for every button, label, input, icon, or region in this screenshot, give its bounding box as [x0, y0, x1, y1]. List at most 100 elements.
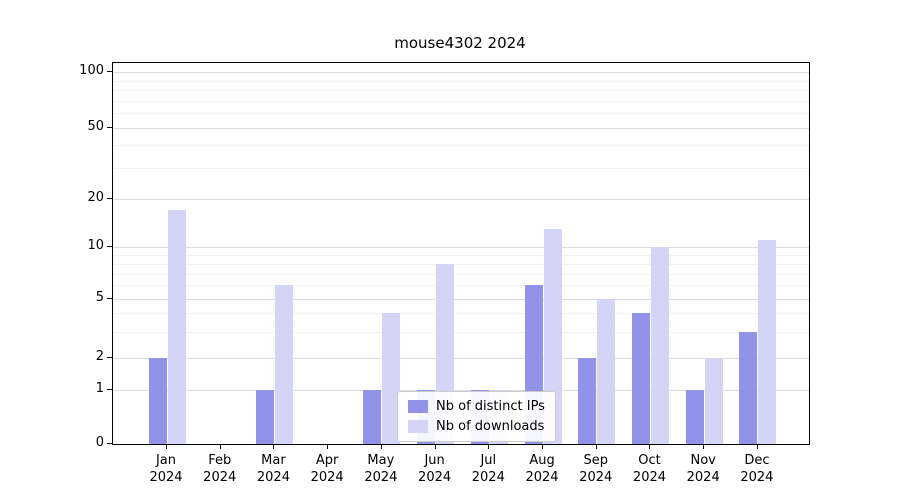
legend: Nb of distinct IPs Nb of downloads [397, 391, 556, 442]
chart-title: mouse4302 2024 [394, 34, 526, 52]
y-tick-label: 5 [95, 290, 104, 305]
x-tick-year: 2024 [418, 470, 452, 485]
legend-swatch-downloads [408, 420, 428, 433]
y-tick-mark [107, 298, 112, 299]
bar-downloads-may [382, 313, 401, 444]
x-tick-label: Oct 2024 [621, 452, 677, 486]
bar-downloads-mar [274, 285, 293, 444]
gridline-minor [113, 113, 809, 115]
y-tick-mark [107, 127, 112, 128]
x-tick-label: Jan 2024 [138, 452, 194, 486]
x-tick-mark [434, 445, 436, 449]
x-tick-year: 2024 [686, 470, 720, 485]
x-tick-month: Jan [155, 453, 177, 468]
gridline-major [113, 72, 809, 73]
x-tick-month: Dec [744, 453, 770, 468]
y-tick-label: 50 [87, 119, 104, 134]
bar-distinct-ips-mar [255, 390, 274, 444]
gridline-major [113, 128, 809, 129]
bar-downloads-dec [758, 240, 777, 444]
bar-distinct-ips-sep [578, 358, 597, 444]
x-tick-year: 2024 [149, 470, 183, 485]
x-tick-mark [380, 445, 382, 449]
x-tick-label: May 2024 [353, 452, 409, 486]
gridline-minor [113, 285, 809, 287]
legend-label-distinct-ips: Nb of distinct IPs [436, 399, 545, 414]
gridline-minor [113, 80, 809, 82]
y-tick-label: 1 [95, 381, 104, 396]
gridline-major [113, 358, 809, 359]
y-tick-mark [107, 246, 112, 247]
x-tick-month: Jul [480, 453, 497, 468]
x-tick-month: Mar [261, 453, 286, 468]
gridline-minor [113, 254, 809, 256]
x-tick-label: Feb 2024 [192, 452, 248, 486]
gridline-minor [113, 167, 809, 169]
x-tick-year: 2024 [256, 470, 290, 485]
x-tick-label: Aug 2024 [514, 452, 570, 486]
gridline-minor [113, 90, 809, 92]
x-tick-mark [756, 445, 758, 449]
x-tick-month: Jun [424, 453, 445, 468]
gridline-major [113, 299, 809, 300]
x-tick-month: Feb [208, 453, 232, 468]
bar-distinct-ips-oct [631, 313, 650, 444]
y-tick-mark [107, 71, 112, 72]
gridline-minor [113, 263, 809, 265]
x-tick-mark [219, 445, 221, 449]
y-tick-mark [107, 443, 112, 444]
x-tick-year: 2024 [364, 470, 398, 485]
x-tick-label: Apr 2024 [299, 452, 355, 486]
y-tick-mark [107, 357, 112, 358]
y-tick-label: 20 [87, 190, 104, 205]
y-tick-mark [107, 198, 112, 199]
bar-downloads-aug [543, 228, 562, 444]
y-tick-label: 2 [95, 349, 104, 364]
gridline-major [113, 390, 809, 391]
x-tick-year: 2024 [203, 470, 237, 485]
x-tick-mark [166, 445, 167, 449]
x-tick-label: Mar 2024 [245, 452, 301, 486]
x-tick-year: 2024 [471, 470, 505, 485]
legend-label-downloads: Nb of downloads [436, 419, 545, 434]
x-tick-year: 2024 [310, 470, 344, 485]
x-tick-mark [703, 445, 705, 449]
x-tick-year: 2024 [632, 470, 667, 485]
x-tick-mark [488, 445, 490, 449]
x-tick-mark [273, 445, 275, 449]
x-tick-year: 2024 [740, 470, 774, 485]
legend-item-downloads: Nb of downloads [408, 419, 545, 434]
x-tick-label: Jun 2024 [407, 452, 463, 486]
x-tick-month: Aug [529, 453, 555, 468]
y-tick-label: 0 [95, 435, 104, 450]
legend-swatch-distinct-ips [408, 400, 428, 413]
x-tick-year: 2024 [525, 470, 559, 485]
bar-downloads-sep [597, 299, 616, 444]
x-tick-month: Sep [583, 453, 608, 468]
legend-item-distinct-ips: Nb of distinct IPs [408, 399, 545, 414]
plot-area [112, 62, 810, 445]
x-tick-mark [595, 445, 597, 449]
bar-distinct-ips-dec [739, 331, 758, 444]
bar-distinct-ips-nov [685, 390, 704, 444]
x-tick-month: Nov [690, 453, 716, 468]
gridline-minor [113, 313, 809, 315]
bar-downloads-oct [650, 247, 669, 444]
gridline-minor [113, 273, 809, 275]
x-tick-label: Dec 2024 [729, 452, 785, 486]
gridline-minor [113, 100, 809, 102]
x-tick-mark [542, 445, 544, 449]
y-tick-label: 10 [87, 238, 104, 253]
x-tick-month: May [367, 453, 395, 468]
bar-distinct-ips-may [363, 390, 382, 444]
x-tick-month: Apr [315, 453, 339, 468]
gridline-minor [113, 145, 809, 147]
x-tick-mark [649, 445, 651, 449]
bar-distinct-ips-jan [148, 358, 167, 444]
x-tick-label: Sep 2024 [568, 452, 624, 486]
x-tick-month: Oct [638, 453, 661, 468]
x-tick-year: 2024 [579, 470, 613, 485]
y-tick-mark [107, 389, 112, 390]
y-tick-label: 100 [79, 63, 104, 78]
